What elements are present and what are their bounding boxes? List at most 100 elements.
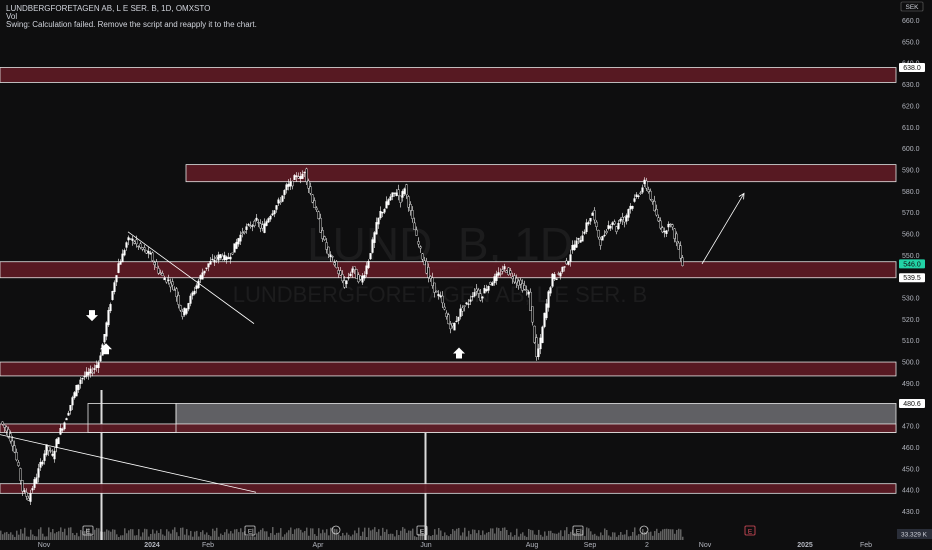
- candle-down: [639, 192, 642, 194]
- candle-up: [575, 240, 578, 248]
- trendline-1[interactable]: [0, 434, 257, 493]
- time-tick-label: Jun: [420, 542, 431, 549]
- candle-up: [345, 280, 348, 285]
- candle-up: [23, 490, 26, 492]
- price-tick-label: 440.0: [902, 488, 920, 495]
- candle-up: [485, 289, 488, 292]
- volume-bar: [0, 530, 2, 540]
- volume-bar: [676, 529, 678, 540]
- volume-bar: [208, 534, 210, 540]
- time-axis[interactable]: Nov 2024 Feb Apr Jun Aug Sep 2 Nov 2025 Feb: [38, 542, 872, 549]
- volume-bar: [542, 536, 544, 540]
- candle-up: [573, 244, 576, 251]
- volume-bar: [518, 536, 520, 540]
- volume-readout: 33.329 K: [901, 532, 928, 539]
- candle-down: [677, 242, 680, 250]
- volume-bar: [218, 536, 220, 540]
- volume-bar: [682, 536, 684, 540]
- candle-down: [489, 281, 492, 285]
- candle-down: [305, 168, 308, 182]
- dividend-marker-0[interactable]: [331, 525, 341, 535]
- earnings-marker-4[interactable]: E: [744, 525, 756, 536]
- candle-down: [593, 210, 596, 221]
- volume-bar: [444, 532, 446, 540]
- volume-bar: [440, 530, 442, 540]
- volume-bar: [34, 536, 36, 540]
- time-tick-label: Feb: [860, 542, 872, 549]
- volume-bar: [524, 535, 526, 540]
- candle-down: [3, 424, 6, 428]
- volume-bar: [124, 528, 126, 540]
- volume-bar: [344, 535, 346, 540]
- candle-down: [505, 270, 508, 273]
- candle-up: [113, 282, 116, 292]
- volume-bar: [54, 533, 56, 540]
- candle-up: [219, 254, 222, 258]
- volume-bar: [658, 533, 660, 540]
- volume-bar: [56, 532, 58, 540]
- volume-bar: [496, 527, 498, 540]
- trendline-0[interactable]: [127, 231, 255, 324]
- price-tick-label: 550.0: [902, 253, 920, 260]
- candle-up: [117, 263, 120, 273]
- volume-bar: [472, 529, 474, 540]
- candle-down: [417, 241, 420, 245]
- currency-box[interactable]: [900, 1, 924, 12]
- volume-bar: [482, 530, 484, 540]
- trendline-layer[interactable]: [0, 192, 745, 493]
- candle-down: [259, 223, 262, 229]
- volume-bar: [606, 529, 608, 540]
- volume-bar: [144, 528, 146, 540]
- candle-down: [645, 180, 648, 189]
- earnings-marker-0[interactable]: E: [82, 525, 94, 536]
- volume-bar: [566, 527, 568, 540]
- candle-down: [525, 289, 528, 291]
- volume-bar: [432, 535, 434, 540]
- dividend-marker-1[interactable]: [639, 525, 649, 535]
- candle-up: [217, 254, 220, 261]
- candle-down: [47, 446, 50, 451]
- candle-down: [297, 176, 300, 179]
- volume-bar: [280, 528, 282, 540]
- candle-down: [335, 261, 338, 268]
- volume-bar: [214, 530, 216, 540]
- candle-down: [231, 252, 234, 255]
- volume-bar: [636, 535, 638, 540]
- volume-bar: [632, 531, 634, 540]
- volume-bar: [16, 530, 18, 540]
- candle-up: [199, 275, 202, 280]
- volume-indicator-label[interactable]: Vol: [6, 12, 18, 21]
- trendline-2[interactable]: [701, 193, 745, 265]
- candle-up: [73, 392, 76, 398]
- price-tick-label: 530.0: [902, 296, 920, 303]
- volume-bar: [48, 527, 50, 540]
- volume-bar: [166, 529, 168, 540]
- candle-down: [161, 273, 164, 276]
- zone-red-6: [0, 483, 897, 494]
- candle-down: [445, 312, 448, 317]
- earnings-marker-2[interactable]: E: [416, 525, 428, 536]
- volume-bar: [278, 532, 280, 540]
- volume-bar: [138, 529, 140, 540]
- outline-box-layer: [87, 403, 177, 433]
- volume-bar: [382, 527, 384, 540]
- candle-up: [403, 188, 406, 194]
- candle-up: [541, 326, 544, 343]
- candle-up: [107, 310, 110, 326]
- volume-bar: [380, 535, 382, 540]
- earnings-marker-3[interactable]: E: [572, 525, 584, 536]
- volume-bar: [490, 528, 492, 540]
- candle-up: [71, 397, 74, 406]
- volume-bar: [204, 534, 206, 540]
- candle-up: [567, 261, 570, 265]
- volume-bar: [388, 534, 390, 540]
- volume-bar: [46, 536, 48, 540]
- watermark-name: LUNDBERGFORETAGEN AB, L E SER. B: [233, 282, 647, 307]
- candle-up: [33, 479, 36, 488]
- candle-up: [187, 303, 190, 310]
- volume-bar: [298, 528, 300, 540]
- volume-bar: [178, 536, 180, 540]
- earnings-marker-1[interactable]: E: [244, 525, 256, 536]
- candle-up: [115, 275, 118, 283]
